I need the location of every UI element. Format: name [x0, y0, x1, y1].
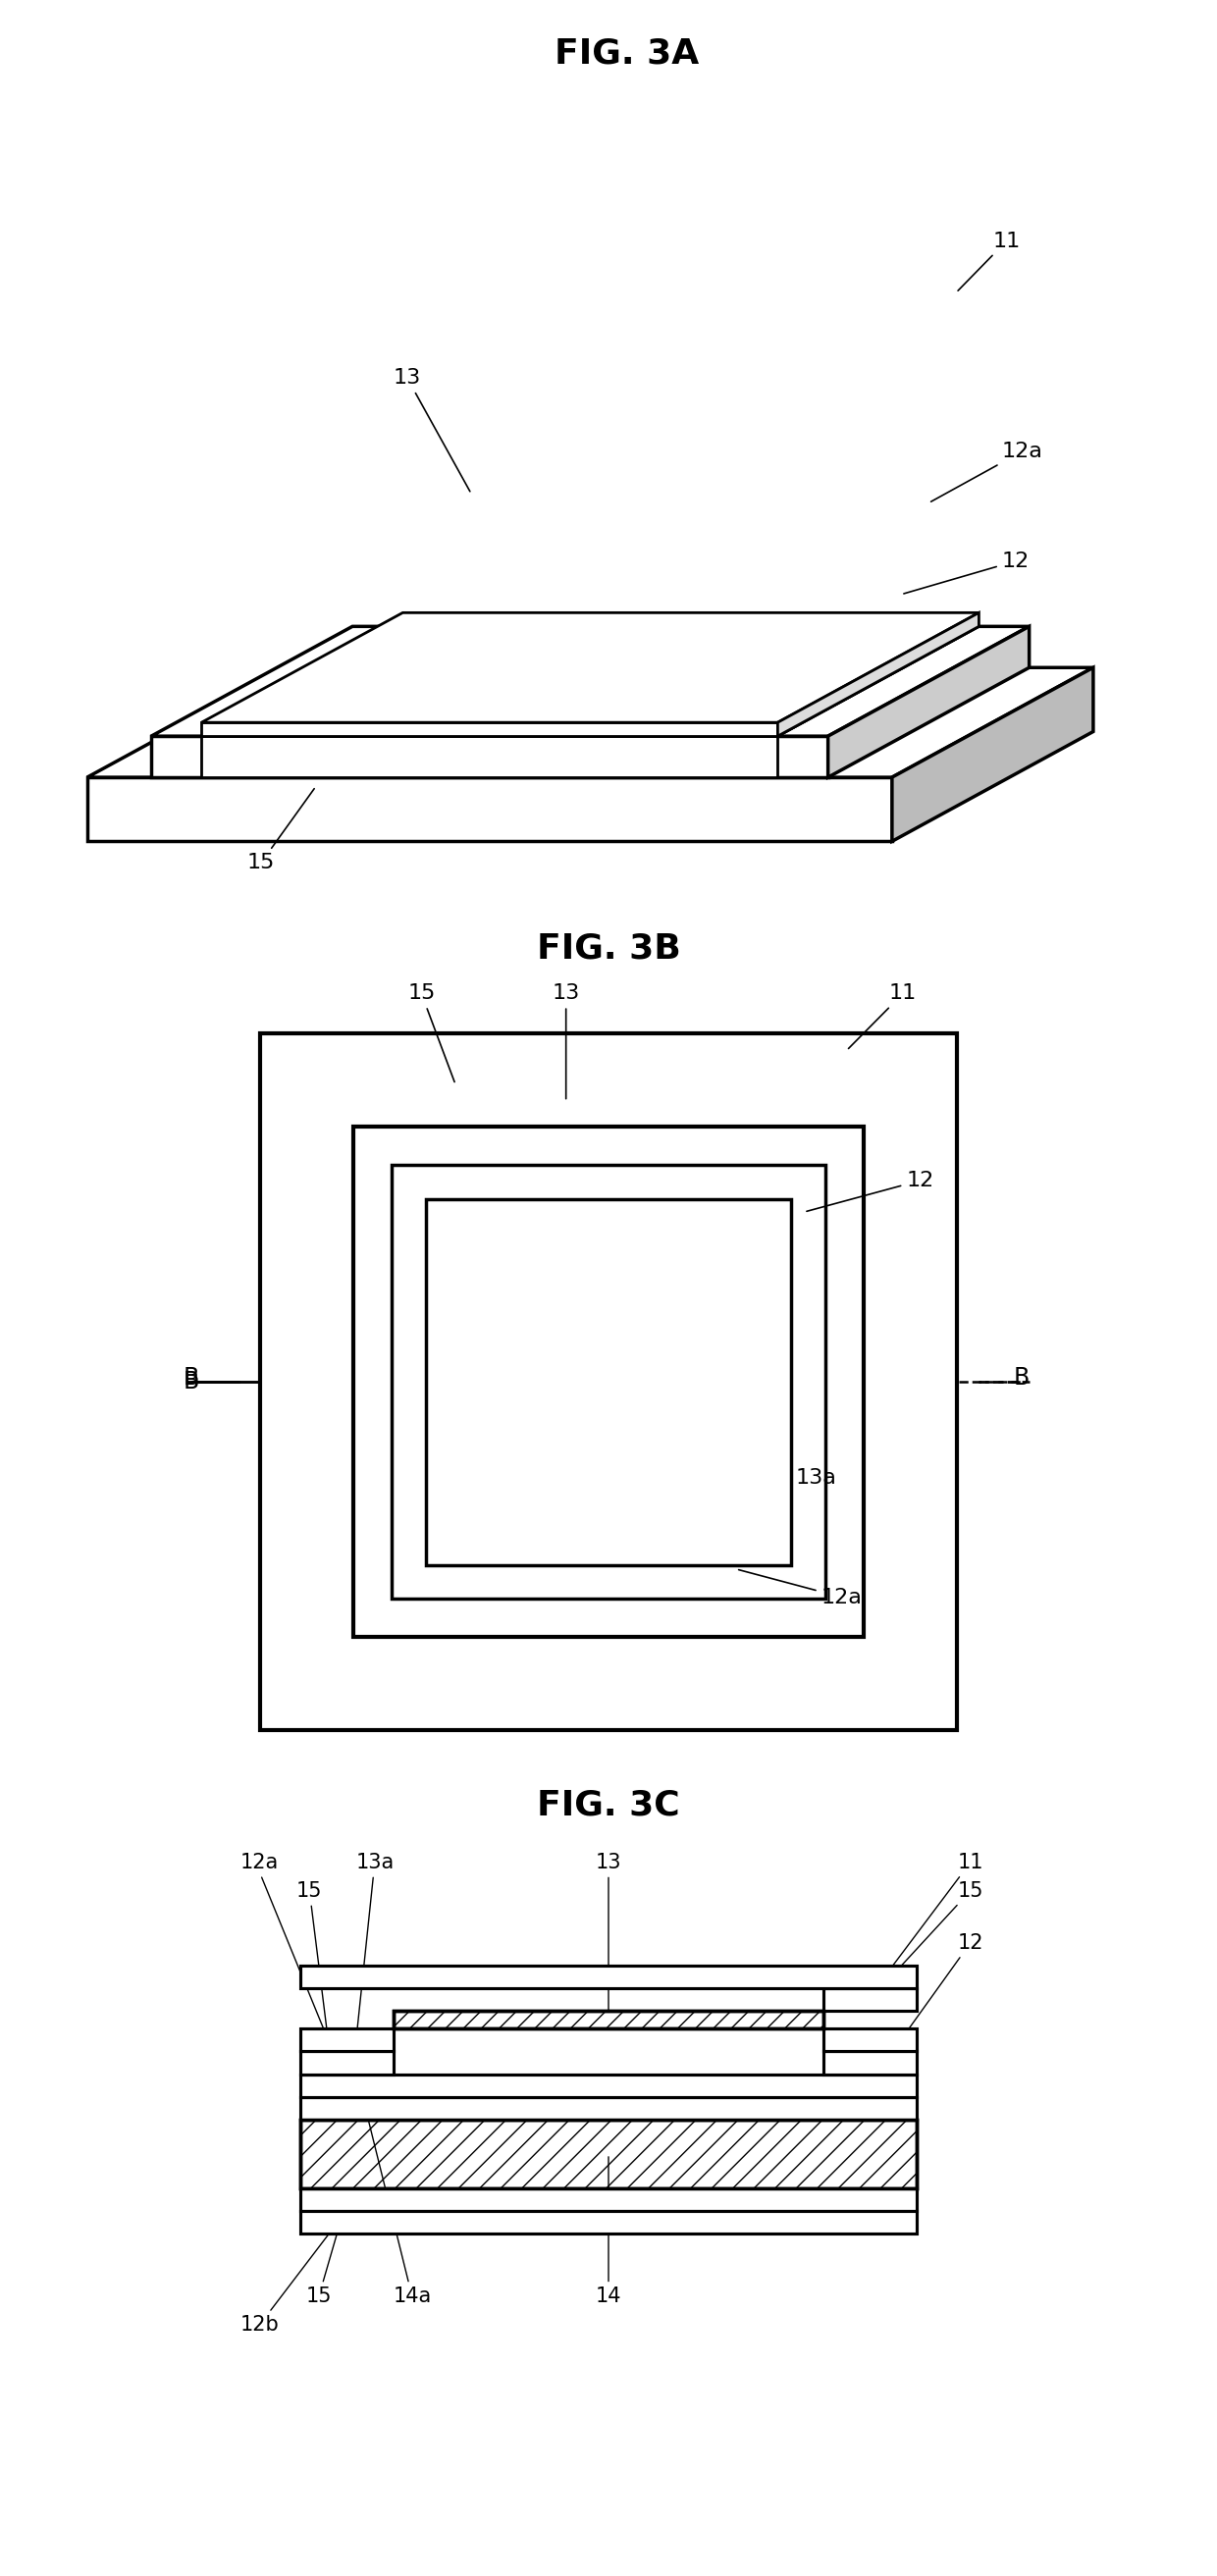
Polygon shape — [393, 2012, 824, 2030]
Text: 11: 11 — [886, 1852, 983, 1976]
Text: 13a: 13a — [722, 1443, 836, 1489]
Text: 15: 15 — [297, 1880, 327, 2038]
Text: 12: 12 — [904, 551, 1030, 592]
Text: FIG. 3C: FIG. 3C — [537, 1788, 680, 1821]
Polygon shape — [301, 1965, 916, 1989]
Text: 14a: 14a — [366, 2110, 431, 2306]
Text: B: B — [184, 1365, 200, 1388]
Polygon shape — [301, 2030, 393, 2050]
Text: 13: 13 — [393, 368, 470, 492]
Polygon shape — [301, 2120, 916, 2190]
Polygon shape — [202, 721, 778, 737]
Text: 11: 11 — [958, 232, 1020, 291]
Polygon shape — [202, 626, 978, 737]
Text: 13a: 13a — [355, 1852, 394, 2038]
Text: 12a: 12a — [240, 1852, 336, 2061]
Polygon shape — [151, 737, 828, 778]
Text: 12: 12 — [807, 1172, 933, 1211]
Text: 12a: 12a — [739, 1569, 862, 1607]
Polygon shape — [88, 778, 892, 842]
Polygon shape — [778, 613, 978, 737]
Text: 15: 15 — [873, 1880, 983, 1996]
Polygon shape — [301, 2074, 916, 2097]
Text: 12a: 12a — [931, 440, 1043, 502]
Text: B: B — [184, 1370, 200, 1394]
Text: 14: 14 — [595, 2156, 622, 2306]
Text: 12b: 12b — [240, 2226, 336, 2334]
Text: B: B — [1014, 1365, 1030, 1388]
Polygon shape — [392, 1164, 825, 1600]
Polygon shape — [88, 667, 1093, 778]
Polygon shape — [301, 2050, 393, 2074]
Text: 13: 13 — [595, 1852, 622, 2017]
Polygon shape — [151, 626, 1030, 737]
Polygon shape — [202, 737, 778, 778]
Polygon shape — [353, 1128, 864, 1638]
Text: 12: 12 — [886, 1932, 983, 2061]
Text: 15: 15 — [305, 2202, 346, 2306]
Text: 15: 15 — [247, 788, 314, 873]
Text: 13: 13 — [553, 984, 579, 1100]
Text: 11: 11 — [848, 984, 916, 1048]
Polygon shape — [301, 2097, 916, 2120]
Polygon shape — [824, 1989, 916, 2012]
Text: FIG. 3B: FIG. 3B — [537, 933, 680, 966]
Polygon shape — [824, 2030, 916, 2050]
Polygon shape — [824, 2050, 916, 2074]
Text: 15: 15 — [408, 984, 454, 1082]
Text: FIG. 3A: FIG. 3A — [555, 36, 699, 70]
Polygon shape — [202, 613, 978, 721]
Polygon shape — [828, 626, 1030, 778]
Polygon shape — [301, 2210, 916, 2233]
Polygon shape — [301, 2190, 916, 2210]
Polygon shape — [426, 1200, 791, 1564]
Polygon shape — [260, 1033, 957, 1731]
Polygon shape — [892, 667, 1093, 842]
